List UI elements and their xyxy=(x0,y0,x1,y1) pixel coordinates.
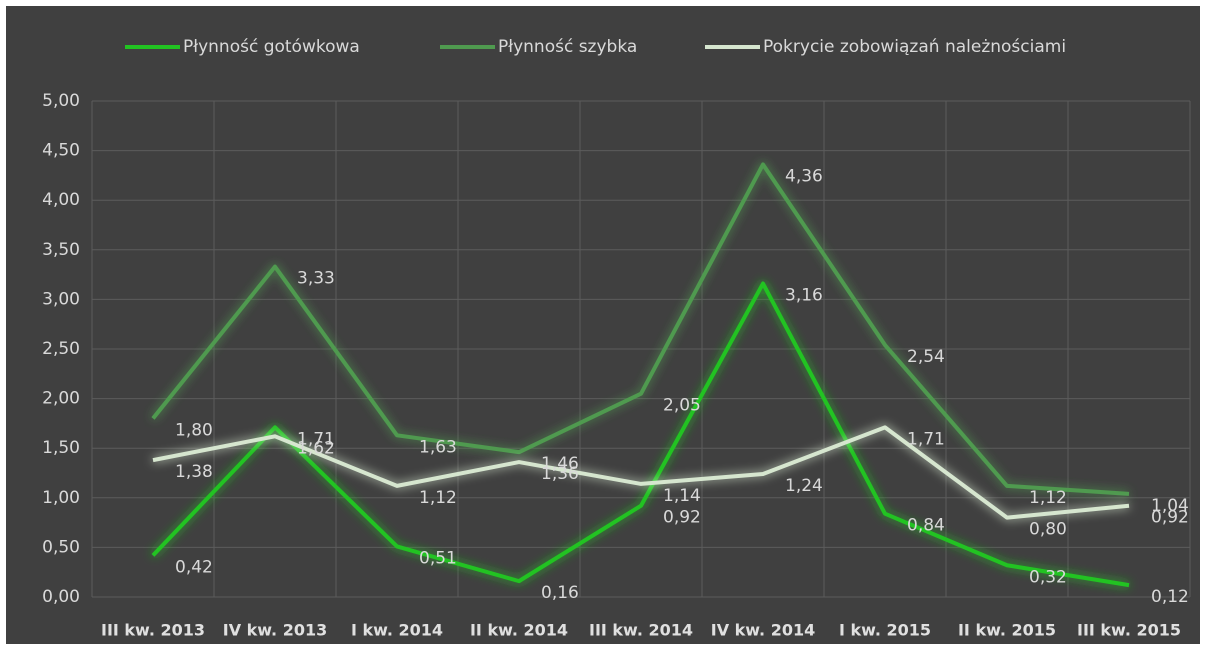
data-label: 1,63 xyxy=(419,437,457,457)
data-label: 4,36 xyxy=(785,166,823,186)
x-tick-label: I kw. 2014 xyxy=(351,621,443,640)
data-label: 1,14 xyxy=(663,486,701,506)
x-tick-label: IV kw. 2013 xyxy=(223,621,327,640)
data-label: 3,33 xyxy=(297,269,335,289)
data-label: 1,36 xyxy=(541,464,579,484)
y-tick-label: 3,50 xyxy=(42,240,80,260)
y-tick-label: 0,50 xyxy=(42,537,80,557)
data-label: 1,80 xyxy=(175,420,213,440)
data-label: 1,46 xyxy=(541,454,579,474)
data-label: 0,92 xyxy=(663,508,701,528)
data-label: 0,92 xyxy=(1151,508,1189,528)
data-label: 1,62 xyxy=(297,438,335,458)
x-tick-label: III kw. 2013 xyxy=(101,621,205,640)
y-tick-label: 2,00 xyxy=(42,389,80,409)
data-label: 0,12 xyxy=(1151,587,1189,607)
legend-label: Pokrycie zobowiązań należnościami xyxy=(763,37,1066,57)
series-line xyxy=(152,425,1130,520)
background xyxy=(6,6,1200,644)
x-tick-label: II kw. 2015 xyxy=(958,621,1056,640)
data-label: 1,71 xyxy=(907,429,945,449)
data-label: 1,12 xyxy=(1029,488,1067,508)
data-label: 1,04 xyxy=(1151,496,1189,516)
data-label: 1,12 xyxy=(419,488,457,508)
data-label: 0,80 xyxy=(1029,520,1067,540)
x-tick-label: III kw. 2014 xyxy=(589,621,693,640)
x-tick-label: II kw. 2014 xyxy=(470,621,568,640)
y-tick-label: 3,00 xyxy=(42,289,80,309)
series-line xyxy=(151,281,1130,588)
series-line xyxy=(151,162,1130,496)
legend-label: Płynność gotówkowa xyxy=(183,37,360,57)
x-tick-label: IV kw. 2014 xyxy=(711,621,815,640)
data-label: 0,42 xyxy=(175,557,213,577)
data-label: 1,24 xyxy=(785,476,823,496)
y-tick-label: 4,50 xyxy=(42,141,80,161)
y-tick-label: 4,00 xyxy=(42,190,80,210)
x-tick-label: III kw. 2015 xyxy=(1077,621,1181,640)
data-label: 1,71 xyxy=(297,429,335,449)
y-tick-label: 5,00 xyxy=(42,91,80,111)
y-tick-label: 0,00 xyxy=(42,587,80,607)
legend-label: Płynność szybka xyxy=(498,37,637,57)
data-label: 0,16 xyxy=(541,583,579,603)
data-label: 0,32 xyxy=(1029,567,1067,587)
data-label: 2,54 xyxy=(907,347,945,367)
x-tick-label: I kw. 2015 xyxy=(839,621,931,640)
y-tick-label: 1,50 xyxy=(42,438,80,458)
data-label: 2,05 xyxy=(663,396,701,416)
data-label: 0,84 xyxy=(907,516,945,536)
data-label: 3,16 xyxy=(785,286,823,306)
data-label: 1,38 xyxy=(175,462,213,482)
y-tick-label: 1,00 xyxy=(42,488,80,508)
y-tick-label: 2,50 xyxy=(42,339,80,359)
data-label: 0,51 xyxy=(419,548,457,568)
